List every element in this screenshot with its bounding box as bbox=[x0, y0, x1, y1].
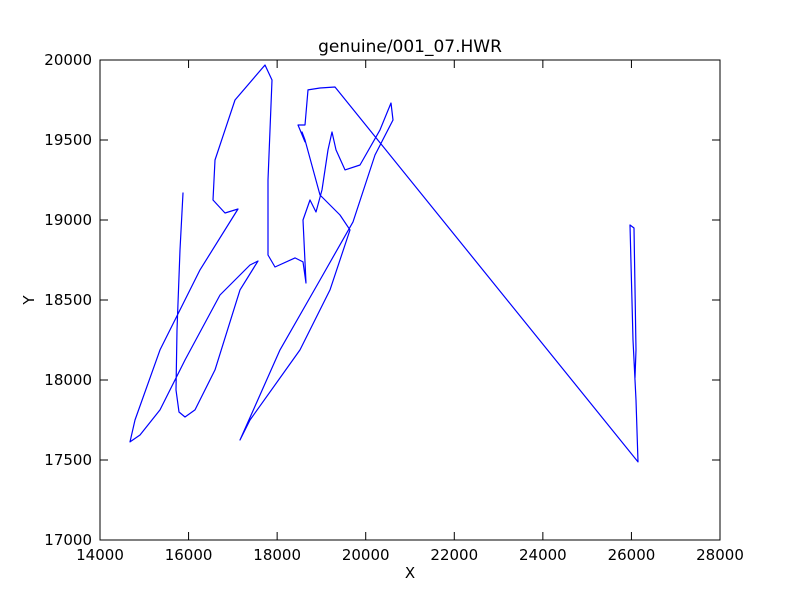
x-tick-label: 26000 bbox=[608, 546, 656, 564]
y-tick-label: 19000 bbox=[44, 211, 92, 229]
x-tick-label: 18000 bbox=[253, 546, 301, 564]
x-tick-label: 16000 bbox=[165, 546, 213, 564]
x-axis-label: X bbox=[405, 564, 415, 582]
line-series bbox=[129, 64, 639, 463]
y-tick-label: 18500 bbox=[44, 291, 92, 309]
x-tick-label: 22000 bbox=[430, 546, 478, 564]
y-tick-label: 19500 bbox=[44, 131, 92, 149]
y-axis-label: Y bbox=[20, 295, 38, 306]
plot-frame bbox=[99, 59, 721, 541]
x-tick-label: 14000 bbox=[76, 546, 124, 564]
chart-title: genuine/001_07.HWR bbox=[318, 37, 502, 57]
x-tick-label: 28000 bbox=[696, 546, 744, 564]
y-tick-label: 18000 bbox=[44, 371, 92, 389]
y-tick-label: 17000 bbox=[44, 531, 92, 549]
y-tick-label: 17500 bbox=[44, 451, 92, 469]
y-tick-label: 20000 bbox=[44, 51, 92, 69]
x-tick-label: 20000 bbox=[342, 546, 390, 564]
x-tick-label: 24000 bbox=[519, 546, 567, 564]
